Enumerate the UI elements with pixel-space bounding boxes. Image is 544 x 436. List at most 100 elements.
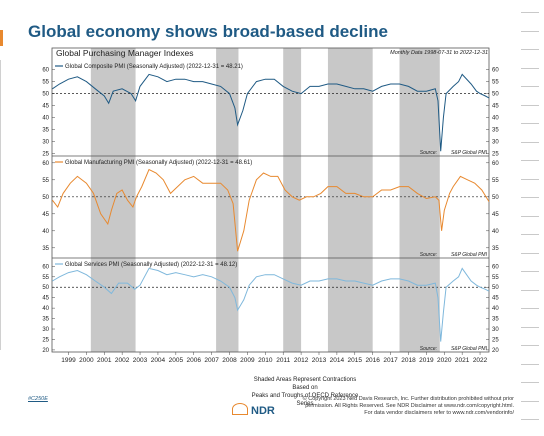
x-tick-label: 2018 (401, 357, 416, 364)
y-tick-label-left: 60 (42, 68, 49, 74)
y-tick-label-left: 35 (42, 246, 49, 252)
x-tick-label: 2012 (294, 357, 309, 364)
side-rule (521, 67, 539, 69)
y-tick-label-right: 45 (492, 104, 499, 110)
source-prefix: Source: (420, 150, 438, 156)
y-tick-label-left: 35 (42, 128, 49, 134)
series-line (52, 168, 490, 252)
y-tick-label-left: 55 (42, 178, 49, 184)
ndr-logo: NDR (232, 403, 275, 417)
title-accent-bar (0, 30, 3, 46)
y-tick-label-left: 50 (42, 285, 49, 291)
y-tick-label-right: 25 (492, 337, 499, 343)
copyright-line-1: © Copyright 2023 Ned Davis Research, Inc… (302, 396, 514, 402)
source-prefix: Source: (420, 346, 438, 352)
y-tick-label-right: 45 (492, 296, 499, 302)
x-tick-label: 2011 (276, 357, 290, 364)
source-prefix: Source: (420, 252, 438, 258)
x-tick-label: 2004 (151, 357, 166, 364)
side-rule (521, 12, 539, 13)
y-tick-label-left: 55 (42, 275, 49, 281)
y-tick-label-right: 35 (492, 317, 499, 323)
y-tick-label-right: 55 (492, 80, 499, 86)
legend-label: Global Composite PMI (Seasonally Adjuste… (65, 64, 243, 70)
shading-note-line-2: Peaks and Troughs of OECD Reference Seri… (251, 393, 359, 407)
y-tick-label-left: 40 (42, 306, 49, 312)
x-tick-label: 1999 (61, 357, 76, 364)
ndr-brand-text: NDR (251, 405, 275, 417)
left-divider (0, 60, 1, 350)
side-rule (521, 419, 539, 420)
y-tick-label-right: 35 (492, 246, 499, 252)
side-rule (521, 400, 539, 402)
x-tick-label: 2007 (204, 357, 219, 364)
contraction-shading (399, 48, 440, 352)
x-tick-label: 2010 (258, 357, 273, 364)
y-tick-label-left: 25 (42, 337, 49, 343)
y-tick-label-right: 60 (492, 264, 499, 270)
y-tick-label-left: 55 (42, 80, 49, 86)
y-tick-label-right: 50 (492, 285, 499, 291)
y-tick-label-right: 25 (492, 152, 499, 158)
x-tick-label: 2015 (348, 357, 363, 364)
y-tick-label-left: 35 (42, 317, 49, 323)
y-tick-label-left: 30 (42, 140, 49, 146)
side-rule (521, 197, 539, 198)
x-tick-label: 2003 (133, 357, 148, 364)
chart-title: Global Purchasing Manager Indexes (56, 48, 194, 58)
y-tick-label-left: 25 (42, 152, 49, 158)
x-tick-label: 2000 (79, 357, 94, 364)
side-rule (521, 104, 539, 106)
side-rule (521, 271, 539, 272)
contraction-shading (283, 48, 302, 352)
y-tick-label-left: 20 (42, 348, 49, 354)
y-tick-label-left: 60 (42, 264, 49, 270)
y-tick-label-right: 20 (492, 348, 499, 354)
y-tick-label-right: 40 (492, 229, 499, 235)
y-tick-label-right: 40 (492, 306, 499, 312)
y-tick-label-left: 45 (42, 212, 49, 218)
copyright-block: © Copyright 2023 Ned Davis Research, Inc… (303, 396, 514, 417)
side-rule (521, 345, 539, 346)
x-tick-label: 2002 (115, 357, 130, 364)
y-tick-label-left: 45 (42, 296, 49, 302)
y-tick-label-right: 60 (492, 161, 499, 167)
x-tick-label: 2019 (419, 357, 434, 364)
y-tick-label-right: 30 (492, 140, 499, 146)
side-rule (521, 252, 539, 254)
y-tick-label-right: 45 (492, 212, 499, 218)
x-tick-label: 2005 (169, 357, 184, 364)
shading-note: Shaded Areas Represent Contractions Base… (245, 376, 365, 408)
side-rule (521, 363, 539, 365)
y-tick-label-left: 40 (42, 229, 49, 235)
x-tick-label: 2022 (473, 357, 488, 364)
side-rule (521, 234, 539, 235)
x-tick-label: 2014 (330, 357, 345, 364)
y-tick-label-left: 30 (42, 327, 49, 333)
y-tick-label-left: 50 (42, 195, 49, 201)
y-tick-label-left: 40 (42, 116, 49, 122)
sunburst-icon (232, 403, 248, 415)
x-tick-label: 2001 (97, 357, 112, 364)
side-rule (521, 326, 539, 328)
side-rule (521, 49, 539, 50)
right-side-rules (521, 0, 544, 436)
x-tick-label: 2021 (455, 357, 470, 364)
series-line (52, 73, 490, 152)
side-rule (521, 308, 539, 309)
y-tick-label-left: 50 (42, 92, 49, 98)
copyright-line-3: For data vendor disclaimers refer to www… (364, 410, 514, 416)
chart-code-link[interactable]: #C250E (28, 396, 48, 402)
y-tick-label-right: 55 (492, 275, 499, 281)
side-rule (521, 178, 539, 180)
copyright-line-2: permission. All Rights Reserved. See NDR… (305, 403, 514, 409)
plot-frame (51, 47, 490, 353)
source-label: S&P Global PMI (451, 252, 488, 258)
contraction-shading (90, 48, 136, 352)
shading-note-line-1: Shaded Areas Represent Contractions Base… (253, 377, 357, 391)
side-rule (521, 30, 539, 32)
y-tick-label-right: 30 (492, 327, 499, 333)
y-tick-label-right: 35 (492, 128, 499, 134)
side-rule (521, 86, 539, 87)
